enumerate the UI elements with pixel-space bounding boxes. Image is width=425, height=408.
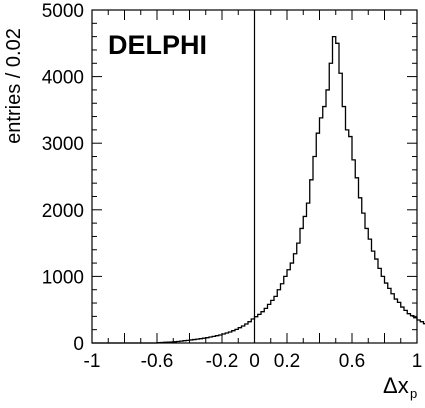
y-axis-ticks: 0 1000 2000 3000 4000 5000 bbox=[42, 1, 417, 355]
y-axis-label: entries / 0.02 bbox=[3, 28, 25, 144]
x-axis-ticks: -1 -0.6 -0.2 0 0.2 0.6 1 bbox=[84, 10, 423, 372]
x-tick-label: -0.2 bbox=[206, 351, 239, 372]
y-tick-label: 3000 bbox=[42, 134, 84, 155]
x-tick-label: 0 bbox=[249, 351, 260, 372]
x-tick-label: -0.6 bbox=[141, 351, 174, 372]
x-tick-label: 1 bbox=[412, 351, 423, 372]
x-axis-label: Δx bbox=[383, 373, 409, 398]
histogram-series bbox=[92, 35, 425, 344]
x-tick-label: 0.6 bbox=[339, 351, 365, 372]
y-tick-label: 0 bbox=[73, 334, 84, 355]
y-tick-label: 1000 bbox=[42, 267, 84, 288]
x-axis-label-subscript: p bbox=[410, 386, 417, 401]
x-tick-label: 0.2 bbox=[274, 351, 300, 372]
y-tick-label: 5000 bbox=[42, 1, 84, 22]
x-tick-label: -1 bbox=[84, 351, 101, 372]
experiment-label: DELPHI bbox=[108, 30, 207, 60]
y-tick-label: 4000 bbox=[42, 68, 84, 89]
y-tick-label: 2000 bbox=[42, 201, 84, 222]
